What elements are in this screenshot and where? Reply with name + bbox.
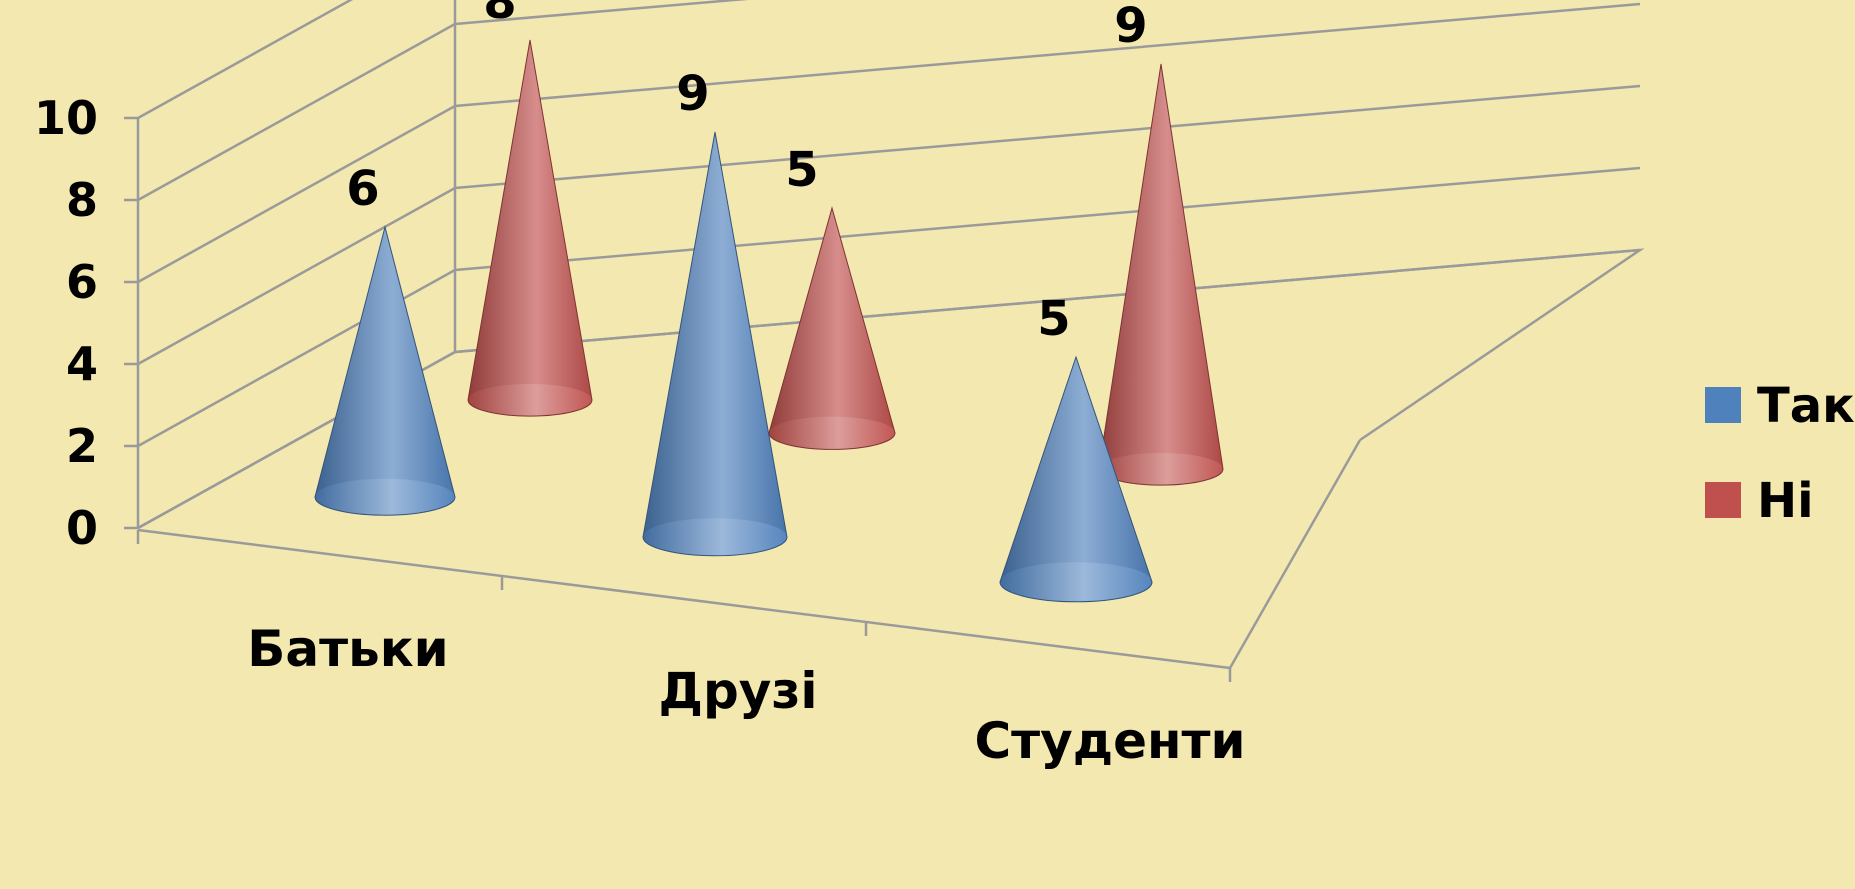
legend: Так Ні [1705, 378, 1855, 529]
cone-bar-edge [999, 355, 1153, 603]
legend-label: Так [1757, 378, 1855, 434]
x-axis-line [137, 528, 1231, 670]
x-axis: Батьки Друзі Студенти [136, 439, 1362, 770]
data-label: 5 [1037, 291, 1070, 347]
cone-group: 8 [467, 0, 593, 417]
gridline [137, 2, 1641, 284]
cone-bar [315, 227, 455, 516]
category-label: Батьки [247, 620, 448, 678]
plot-area: 8 6 5 9 9 5 [314, 0, 1224, 603]
cone-group: 9 [642, 66, 788, 557]
cone-group: 6 [314, 161, 456, 516]
cone-base [643, 518, 787, 556]
cone-bar-edge [642, 131, 788, 557]
legend-swatch [1705, 387, 1741, 423]
y-axis: 0 2 4 6 8 10 [34, 91, 138, 555]
cone-base [1099, 452, 1223, 486]
legend-label: Ні [1757, 473, 1814, 529]
data-label: 8 [483, 0, 516, 30]
gridline [137, 0, 354, 120]
gridline [137, 166, 1641, 448]
cone-bar-edge [314, 225, 456, 516]
category-label: Студенти [974, 712, 1245, 770]
category-label: Друзі [658, 662, 817, 720]
y-tick-label: 0 [66, 501, 98, 555]
cone-group: 5 [768, 142, 896, 450]
y-tick-label: 6 [66, 255, 98, 309]
legend-swatch [1705, 482, 1741, 518]
cone-base [769, 416, 895, 450]
gridline [137, 248, 1641, 530]
cone-base [1000, 562, 1152, 602]
cone-bar [468, 40, 592, 417]
y-tick-label: 8 [66, 173, 98, 227]
floor-right-edge [1228, 439, 1362, 669]
y-tick-label: 2 [66, 419, 98, 473]
data-label: 9 [1114, 0, 1147, 54]
cone-bar [1000, 357, 1152, 602]
gridline [137, 84, 1641, 366]
y-tick-label: 10 [34, 91, 98, 145]
data-label: 5 [785, 142, 818, 198]
gridline [137, 0, 749, 202]
cone-bar [1099, 64, 1223, 486]
cone-bar-edge [768, 206, 896, 450]
y-tick-label: 4 [66, 337, 98, 391]
chart-walls [136, 0, 1645, 530]
data-label: 9 [676, 66, 709, 122]
data-label: 6 [346, 161, 379, 217]
cone-base [315, 478, 455, 516]
cone-group: 9 [1098, 0, 1224, 486]
cone-base [468, 383, 592, 417]
cone-bar-edge [467, 39, 593, 417]
cone-bar [769, 208, 895, 450]
cone-bar [643, 132, 787, 556]
cone-group: 5 [999, 291, 1153, 603]
